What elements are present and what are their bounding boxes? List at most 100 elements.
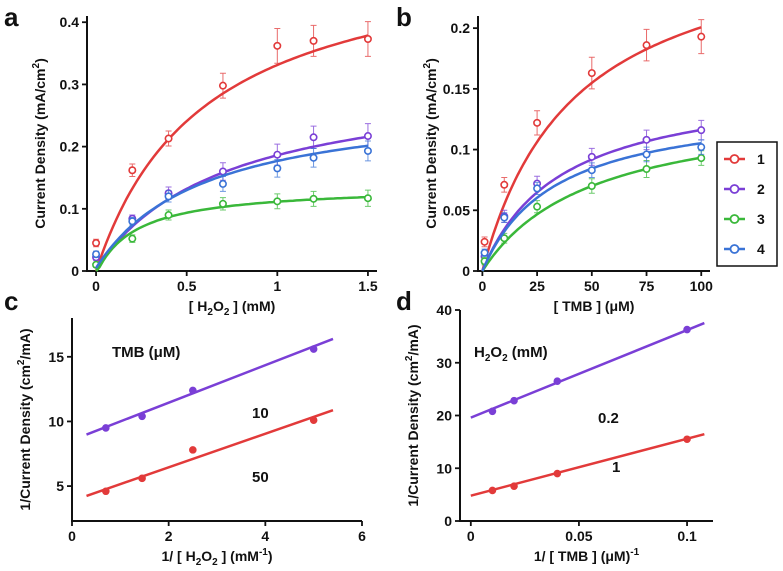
data-point xyxy=(587,182,596,191)
data-point xyxy=(309,194,318,203)
data-point xyxy=(480,248,489,257)
data-point xyxy=(218,199,227,208)
data-point xyxy=(697,32,706,41)
y-tick-label: 0 xyxy=(444,513,452,529)
data-point xyxy=(642,135,651,144)
y-axis-title-c: 1/Current Density (cm2/mA) xyxy=(16,328,33,510)
panel-a: 0 0.5 1 1.5 0 0.1 0.2 0.3 0.4 [ H2O2 ] (mM) Curren… xyxy=(31,14,378,318)
y-tick-label: 5 xyxy=(56,478,64,494)
x-tick-label: 0 xyxy=(467,528,475,544)
series-c-10 xyxy=(86,337,334,436)
data-point xyxy=(273,197,282,206)
y-tick-label: 20 xyxy=(436,408,452,424)
series-label-d-1: 1 xyxy=(612,459,620,476)
data-point xyxy=(102,487,110,496)
x-tick-label: 0.1 xyxy=(677,528,697,544)
data-point xyxy=(500,180,509,189)
legend-box xyxy=(716,141,778,267)
panel-letter-b: b xyxy=(396,2,412,32)
y-tick-label: 0.3 xyxy=(60,76,80,92)
y-tick-label: 10 xyxy=(436,460,452,476)
fit-line-c-50 xyxy=(86,409,334,498)
legend-label-1: 1 xyxy=(757,151,765,167)
panel-d: 0 0.05 0.1 0 10 20 30 40 1/ [ TMB ] (μM)-1 1/Curr… xyxy=(404,302,713,564)
legend-label-2: 2 xyxy=(757,181,765,197)
y-tick-label: 30 xyxy=(436,355,452,371)
series-a-2 xyxy=(92,123,372,270)
data-point xyxy=(138,474,146,483)
fit-line-d-1 xyxy=(470,432,705,497)
series-c-50 xyxy=(86,409,334,498)
series-label-c-10: 10 xyxy=(252,405,269,422)
data-point xyxy=(683,325,691,334)
data-point xyxy=(510,396,518,405)
annotation-title-c: TMB (μM) xyxy=(112,344,180,361)
data-point xyxy=(309,133,318,142)
series-b-4 xyxy=(480,139,706,272)
legend-marker-3 xyxy=(729,214,740,224)
data-point xyxy=(642,41,651,50)
data-point xyxy=(553,469,562,478)
data-point xyxy=(642,150,651,159)
data-point xyxy=(500,213,509,222)
data-point xyxy=(533,202,542,211)
data-point xyxy=(480,237,489,246)
data-point xyxy=(309,416,318,424)
x-axis-title-c: 1/ [ H2O2 ] (mM-1) xyxy=(161,547,272,568)
legend-entry-3: 3 xyxy=(724,211,765,227)
x-tick-label: 4 xyxy=(261,528,269,544)
x-tick-label: 1.5 xyxy=(358,278,378,294)
data-point xyxy=(488,407,497,416)
data-point xyxy=(92,239,101,248)
data-point xyxy=(218,179,227,188)
data-point xyxy=(553,377,562,386)
series-d-1 xyxy=(470,432,705,497)
data-point xyxy=(309,36,318,45)
data-point xyxy=(218,81,227,90)
data-point xyxy=(697,143,706,152)
data-point xyxy=(128,166,137,175)
data-point xyxy=(164,192,173,201)
data-point xyxy=(164,211,173,220)
x-tick-label: 2 xyxy=(165,528,173,544)
data-point xyxy=(363,132,372,141)
y-tick-label: 0.2 xyxy=(451,20,471,36)
data-point xyxy=(128,234,137,243)
data-point xyxy=(138,412,146,421)
fit-line-a-3 xyxy=(95,195,368,272)
series-b-1 xyxy=(480,19,706,272)
data-point xyxy=(488,486,497,495)
x-tick-label: 75 xyxy=(639,278,655,294)
data-point xyxy=(587,69,596,78)
y-tick-label: 10 xyxy=(48,413,64,429)
series-a-4 xyxy=(92,140,372,269)
legend: 1 2 3 4 xyxy=(716,141,778,267)
legend-marker-1 xyxy=(729,154,740,164)
data-point xyxy=(642,165,651,174)
y-tick-label: 0.4 xyxy=(60,14,80,30)
x-axis-title-a: [ H2O2 ] (mM) xyxy=(189,298,276,318)
series-b-2 xyxy=(480,119,706,272)
x-tick-label: 50 xyxy=(584,278,600,294)
legend-entry-2: 2 xyxy=(724,181,765,197)
panel-c: 0 2 4 6 5 10 15 1/ [ H2O2 ] (mM-1) 1/Current Den… xyxy=(16,318,366,568)
x-axis-title-d: 1/ [ TMB ] (μM)-1 xyxy=(534,547,640,564)
y-axis-title-d: 1/Current Density (cm2/mA) xyxy=(404,324,421,506)
fit-line-a-4 xyxy=(95,144,369,269)
fit-line-d-0.2 xyxy=(470,321,705,419)
data-point xyxy=(273,164,282,173)
legend-label-3: 3 xyxy=(757,211,765,227)
series-d-0.2 xyxy=(470,321,705,419)
data-point xyxy=(189,446,197,454)
y-tick-label: 0.15 xyxy=(443,81,470,97)
fit-line-a-1 xyxy=(94,34,369,272)
data-point xyxy=(697,154,706,163)
x-tick-label: 100 xyxy=(690,278,714,294)
data-point xyxy=(189,386,197,395)
legend-marker-4 xyxy=(729,244,740,254)
y-axis-title-b: Current Density (mA/cm2) xyxy=(422,58,439,229)
panel-letter-c: c xyxy=(4,286,18,316)
data-point xyxy=(102,424,110,432)
data-point xyxy=(363,146,372,155)
